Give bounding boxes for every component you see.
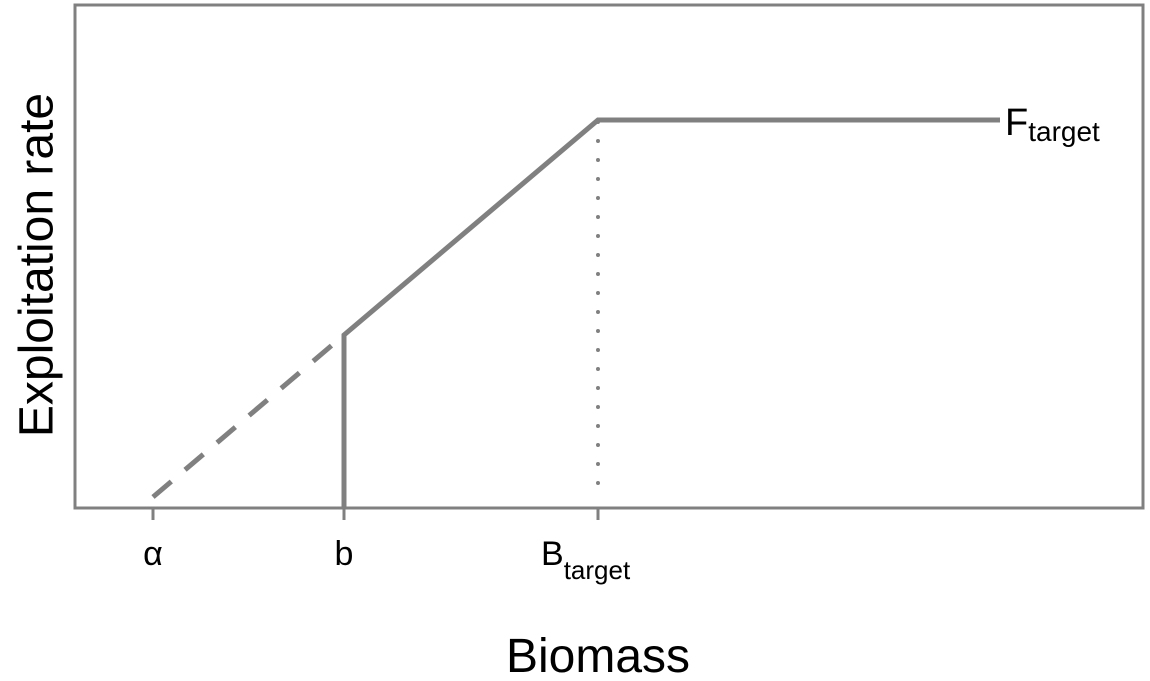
line-label: Ftarget	[1005, 102, 1100, 147]
control-rule-line	[341, 117, 1000, 508]
tick-label: b	[335, 535, 354, 573]
x-axis-label: Biomass	[506, 630, 690, 681]
plot-frame	[73, 3, 1145, 510]
tick-label: Btarget	[541, 535, 631, 585]
extrapolation-line	[151, 333, 346, 499]
tick-label-subscript: target	[564, 555, 631, 585]
tick-label-main: B	[541, 535, 564, 573]
line-label-main: F	[1005, 102, 1028, 144]
tick-label: α	[143, 535, 163, 573]
line-label-subscript: target	[1028, 116, 1100, 147]
y-axis-label: Exploitation rate	[11, 93, 64, 437]
